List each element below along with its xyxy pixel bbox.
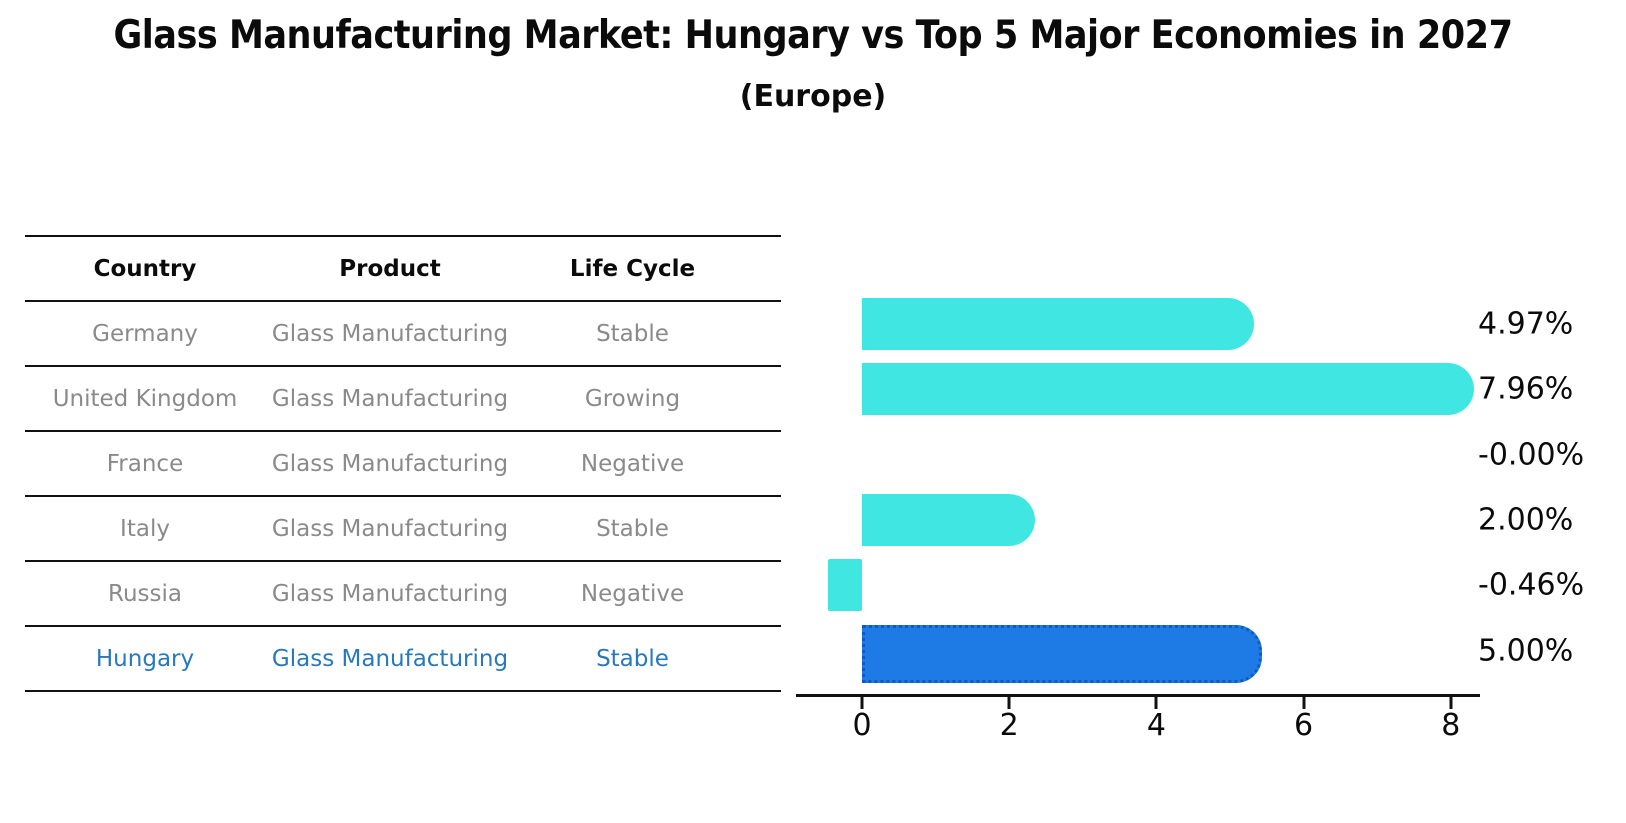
country-table: Country Product Life Cycle Germany Glass …	[25, 235, 781, 692]
cell-lifecycle: Stable	[596, 515, 669, 542]
cell-product: Glass Manufacturing	[271, 580, 509, 607]
bar-russia	[828, 559, 862, 612]
cell-product: Glass Manufacturing	[271, 450, 509, 477]
x-axis-tick-label: 4	[1146, 708, 1166, 743]
cell-country: Hungary	[95, 645, 195, 672]
table-row-russia: Russia Glass Manufacturing Negative	[25, 562, 781, 627]
x-axis-tick-label: 6	[1294, 708, 1314, 743]
value-label-italy: 2.00%	[1478, 502, 1574, 538]
x-axis-tick	[1007, 697, 1011, 709]
x-axis-tick	[1449, 697, 1453, 709]
cell-lifecycle: Growing	[584, 385, 681, 412]
x-axis-tick	[860, 697, 864, 709]
table-row-france: France Glass Manufacturing Negative	[25, 432, 781, 497]
x-axis-tick-label: 8	[1441, 708, 1461, 743]
value-label-russia: -0.46%	[1478, 567, 1585, 603]
bar-italy	[862, 493, 1036, 546]
bar-hungary	[862, 624, 1262, 683]
table-header-row: Country Product Life Cycle	[25, 237, 781, 302]
table-row-hungary: Hungary Glass Manufacturing Stable	[25, 627, 781, 692]
cell-product: Glass Manufacturing	[271, 385, 509, 412]
table-row-italy: Italy Glass Manufacturing Stable	[25, 497, 781, 562]
table-row-united-kingdom: United Kingdom Glass Manufacturing Growing	[25, 367, 781, 432]
value-label-hungary: 5.00%	[1478, 633, 1574, 668]
cell-product: Glass Manufacturing	[271, 645, 509, 672]
x-axis-tick	[1302, 697, 1306, 709]
cell-lifecycle: Negative	[580, 580, 685, 607]
cell-country: Russia	[108, 580, 182, 607]
cell-lifecycle: Stable	[596, 645, 669, 672]
cell-country: France	[106, 450, 184, 477]
table-header-lifecycle: Life Cycle	[569, 255, 696, 282]
cell-country: United Kingdom	[52, 385, 238, 412]
value-label-france: -0.00%	[1478, 437, 1585, 473]
cell-product: Glass Manufacturing	[271, 515, 509, 542]
table-header-country: Country	[93, 255, 197, 282]
cell-country: Germany	[92, 320, 198, 347]
chart-title: Glass Manufacturing Market: Hungary vs T…	[113, 13, 1513, 58]
bar-germany	[862, 298, 1254, 350]
table-header-product: Product	[339, 255, 441, 282]
x-axis-tick	[1154, 697, 1158, 709]
cell-product: Glass Manufacturing	[271, 320, 509, 347]
cell-lifecycle: Stable	[596, 320, 669, 347]
cell-lifecycle: Negative	[580, 450, 685, 477]
value-label-united-kingdom: 7.96%	[1478, 371, 1574, 407]
value-label-germany: 4.97%	[1478, 306, 1574, 342]
x-axis-tick-label: 0	[852, 708, 872, 743]
x-axis-line	[796, 694, 1480, 697]
bar-united-kingdom	[862, 363, 1474, 416]
x-axis-tick-label: 2	[999, 708, 1019, 743]
chart-subtitle: (Europe)	[739, 79, 887, 114]
cell-country: Italy	[120, 515, 170, 542]
table-row-germany: Germany Glass Manufacturing Stable	[25, 302, 781, 367]
